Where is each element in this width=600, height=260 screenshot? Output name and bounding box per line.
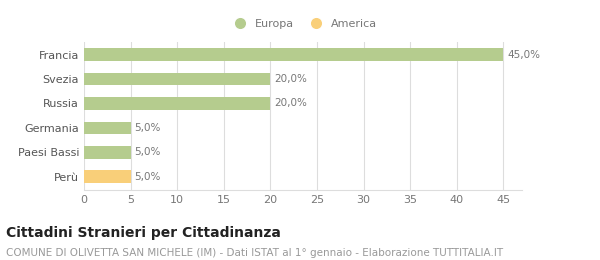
Text: 5,0%: 5,0% [134, 147, 161, 157]
Bar [84, 122, 131, 134]
Bar [84, 170, 131, 183]
Text: 20,0%: 20,0% [274, 74, 307, 84]
Text: 20,0%: 20,0% [274, 99, 307, 108]
Bar [84, 73, 271, 86]
Text: 5,0%: 5,0% [134, 172, 161, 182]
Text: COMUNE DI OLIVETTA SAN MICHELE (IM) - Dati ISTAT al 1° gennaio - Elaborazione TU: COMUNE DI OLIVETTA SAN MICHELE (IM) - Da… [6, 248, 503, 258]
Text: Cittadini Stranieri per Cittadinanza: Cittadini Stranieri per Cittadinanza [6, 226, 281, 240]
Text: 45,0%: 45,0% [507, 50, 540, 60]
Bar [84, 48, 503, 61]
Bar [84, 97, 271, 110]
Legend: Europa, America: Europa, America [225, 15, 381, 34]
Bar [84, 146, 131, 159]
Text: 5,0%: 5,0% [134, 123, 161, 133]
